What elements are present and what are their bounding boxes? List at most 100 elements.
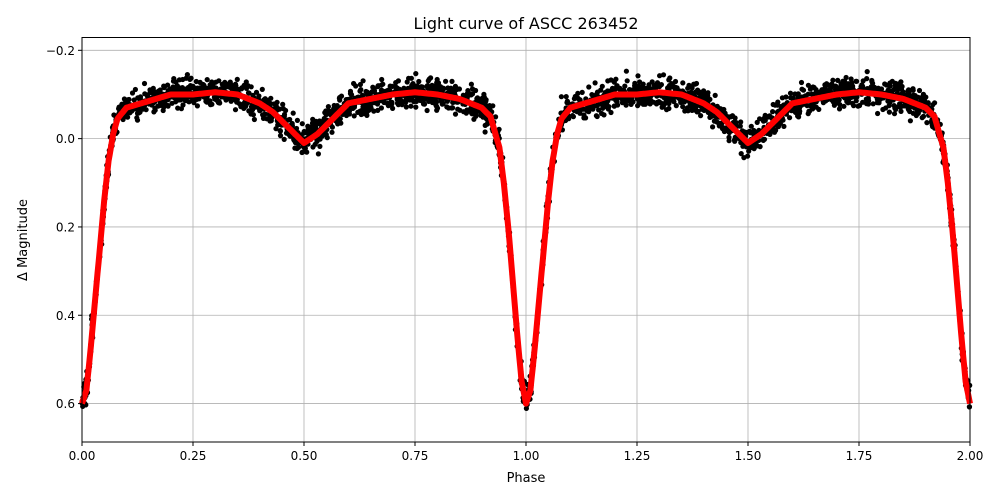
data-point xyxy=(219,81,225,87)
data-point xyxy=(746,148,752,154)
data-point xyxy=(699,106,705,112)
data-point xyxy=(188,75,194,81)
chart-title: Light curve of ASCC 263452 xyxy=(413,14,638,33)
data-point xyxy=(870,101,876,107)
data-point xyxy=(299,121,305,127)
data-point xyxy=(364,103,371,109)
data-point xyxy=(169,100,175,106)
data-point xyxy=(599,110,605,117)
data-point xyxy=(673,103,679,109)
data-point xyxy=(606,104,612,110)
data-point xyxy=(738,151,744,157)
data-point xyxy=(680,80,686,86)
y-ticks: −0.2 0.0 0.2 0.4 0.6 xyxy=(46,44,82,411)
data-point xyxy=(910,86,916,92)
data-point xyxy=(261,97,267,103)
data-point xyxy=(787,90,794,96)
data-point xyxy=(216,78,222,84)
data-point xyxy=(848,76,854,82)
data-point xyxy=(773,127,779,133)
data-point xyxy=(865,95,871,101)
data-point xyxy=(732,138,738,144)
data-point xyxy=(563,94,569,100)
data-point xyxy=(277,133,284,139)
data-point xyxy=(375,107,381,113)
data-point xyxy=(762,117,768,123)
data-point xyxy=(392,83,398,90)
data-point xyxy=(468,81,474,87)
data-point xyxy=(178,106,184,112)
data-point xyxy=(666,100,672,107)
data-point xyxy=(889,78,895,84)
data-point xyxy=(907,108,913,115)
data-point xyxy=(457,107,463,113)
data-point xyxy=(924,120,930,126)
data-point xyxy=(690,102,696,108)
data-point xyxy=(416,78,422,85)
data-point xyxy=(259,86,265,92)
data-point xyxy=(469,111,475,117)
data-point xyxy=(314,138,320,144)
data-point xyxy=(473,87,479,94)
y-axis-label: Δ Magnitude xyxy=(16,199,31,281)
data-point xyxy=(841,103,847,109)
data-point xyxy=(478,96,484,102)
data-point xyxy=(649,79,655,85)
data-point xyxy=(721,128,728,135)
data-point xyxy=(351,113,357,119)
data-point xyxy=(215,100,222,106)
data-point xyxy=(387,83,393,89)
x-tick-label: 0.75 xyxy=(402,449,429,463)
data-point xyxy=(869,77,875,84)
data-point xyxy=(748,123,754,129)
data-point xyxy=(420,101,427,107)
data-point xyxy=(920,91,927,97)
data-point xyxy=(523,405,530,411)
data-point xyxy=(895,81,901,87)
data-point xyxy=(256,93,262,99)
data-point xyxy=(575,90,581,96)
data-point xyxy=(360,78,366,84)
data-point xyxy=(698,113,704,119)
data-point xyxy=(170,78,177,84)
data-point xyxy=(558,94,565,100)
data-point xyxy=(608,109,614,116)
data-point xyxy=(243,103,249,109)
data-point xyxy=(775,124,782,130)
data-point xyxy=(294,117,300,123)
y-tick-label: 0.0 xyxy=(56,132,75,146)
data-point xyxy=(147,87,153,93)
data-point xyxy=(570,114,577,120)
data-point xyxy=(611,103,618,109)
data-point xyxy=(190,83,196,89)
data-point xyxy=(919,115,925,121)
data-point xyxy=(738,119,744,125)
data-point xyxy=(317,143,323,149)
data-point xyxy=(830,99,837,105)
data-point xyxy=(916,87,923,94)
data-point xyxy=(129,90,136,96)
data-point xyxy=(888,88,895,95)
data-point xyxy=(161,104,167,110)
data-point xyxy=(779,95,786,101)
data-point xyxy=(806,108,813,114)
data-point xyxy=(892,105,898,111)
data-point xyxy=(300,149,306,155)
data-point xyxy=(185,84,191,91)
data-point xyxy=(474,96,480,102)
data-point xyxy=(775,99,781,105)
data-point xyxy=(194,103,200,109)
data-point xyxy=(795,91,801,97)
data-point xyxy=(695,108,701,115)
data-point xyxy=(143,107,149,113)
data-point xyxy=(737,123,743,129)
data-point xyxy=(805,91,811,97)
data-point xyxy=(440,85,446,91)
data-point xyxy=(168,87,174,93)
data-point xyxy=(583,115,589,121)
data-point xyxy=(907,118,914,124)
data-point xyxy=(599,101,605,107)
data-point xyxy=(134,117,141,123)
x-tick-label: 0.00 xyxy=(69,449,96,463)
data-point xyxy=(274,99,280,105)
